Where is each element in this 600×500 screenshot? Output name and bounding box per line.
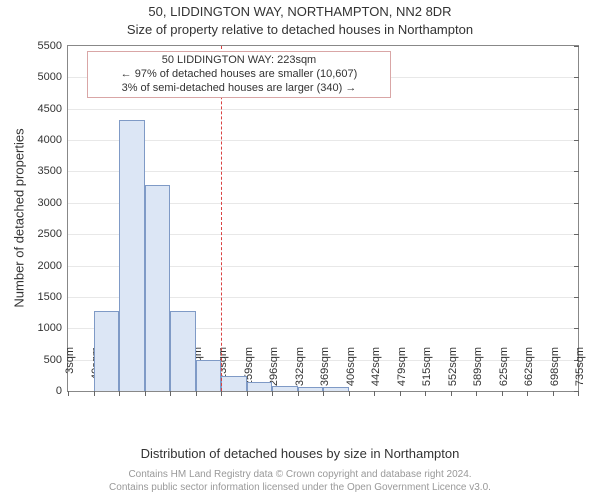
y-tick-label: 5000 [38, 71, 68, 83]
y-tick-label: 1000 [38, 322, 68, 334]
x-tick-label: 552sqm [447, 347, 459, 397]
y-tick-label: 3000 [38, 197, 68, 209]
y-tick-label: 1500 [38, 291, 68, 303]
annotation-line-2: ← 97% of detached houses are smaller (10… [94, 68, 384, 82]
annotation-box: 50 LIDDINGTON WAY: 223sqm ← 97% of detac… [87, 51, 391, 98]
x-tick-label: 3sqm [64, 347, 76, 397]
x-tick-label: 735sqm [574, 347, 586, 397]
histogram-bar [323, 387, 349, 391]
annotation-line-1: 50 LIDDINGTON WAY: 223sqm [94, 54, 384, 68]
y-tick-mark [574, 203, 579, 204]
x-axis-label: Distribution of detached houses by size … [0, 446, 600, 461]
y-tick-label: 5500 [38, 40, 68, 52]
x-tick-label: 625sqm [498, 347, 510, 397]
y-tick-label: 2000 [38, 260, 68, 272]
grid-line [68, 109, 578, 110]
histogram-bar [272, 386, 298, 391]
histogram-bar [298, 387, 324, 391]
y-axis-label: Number of detached properties [12, 128, 27, 307]
x-tick-label: 479sqm [396, 347, 408, 397]
y-tick-label: 4500 [38, 103, 68, 115]
x-tick-label: 442sqm [370, 347, 382, 397]
grid-line [68, 140, 578, 141]
histogram-bar [145, 185, 171, 391]
chart-subtitle: Size of property relative to detached ho… [0, 22, 600, 37]
y-tick-label: 3500 [38, 165, 68, 177]
histogram-bar [94, 311, 120, 391]
histogram-bar [221, 376, 247, 391]
y-tick-mark [574, 234, 579, 235]
chart-container: 50, LIDDINGTON WAY, NORTHAMPTON, NN2 8DR… [0, 0, 600, 500]
y-tick-mark [574, 171, 579, 172]
histogram-bar [170, 311, 196, 391]
y-tick-label: 4000 [38, 134, 68, 146]
x-tick-label: 698sqm [549, 347, 561, 397]
annotation-line-3: 3% of semi-detached houses are larger (3… [94, 82, 384, 96]
x-tick-label: 589sqm [472, 347, 484, 397]
histogram-bar [119, 120, 145, 391]
y-tick-label: 2500 [38, 228, 68, 240]
y-tick-mark [574, 328, 579, 329]
y-tick-mark [574, 140, 579, 141]
footer-line-1: Contains HM Land Registry data © Crown c… [0, 469, 600, 482]
footer-line-2: Contains public sector information licen… [0, 482, 600, 495]
y-tick-mark [574, 77, 579, 78]
y-tick-mark [574, 266, 579, 267]
grid-line [68, 171, 578, 172]
x-tick-label: 515sqm [421, 347, 433, 397]
histogram-bar [196, 360, 222, 391]
y-tick-mark [574, 109, 579, 110]
chart-title: 50, LIDDINGTON WAY, NORTHAMPTON, NN2 8DR [0, 4, 600, 19]
histogram-bar [247, 382, 273, 391]
y-tick-mark [574, 297, 579, 298]
x-tick-label: 662sqm [523, 347, 535, 397]
y-tick-mark [574, 46, 579, 47]
footer-attribution: Contains HM Land Registry data © Crown c… [0, 469, 600, 494]
